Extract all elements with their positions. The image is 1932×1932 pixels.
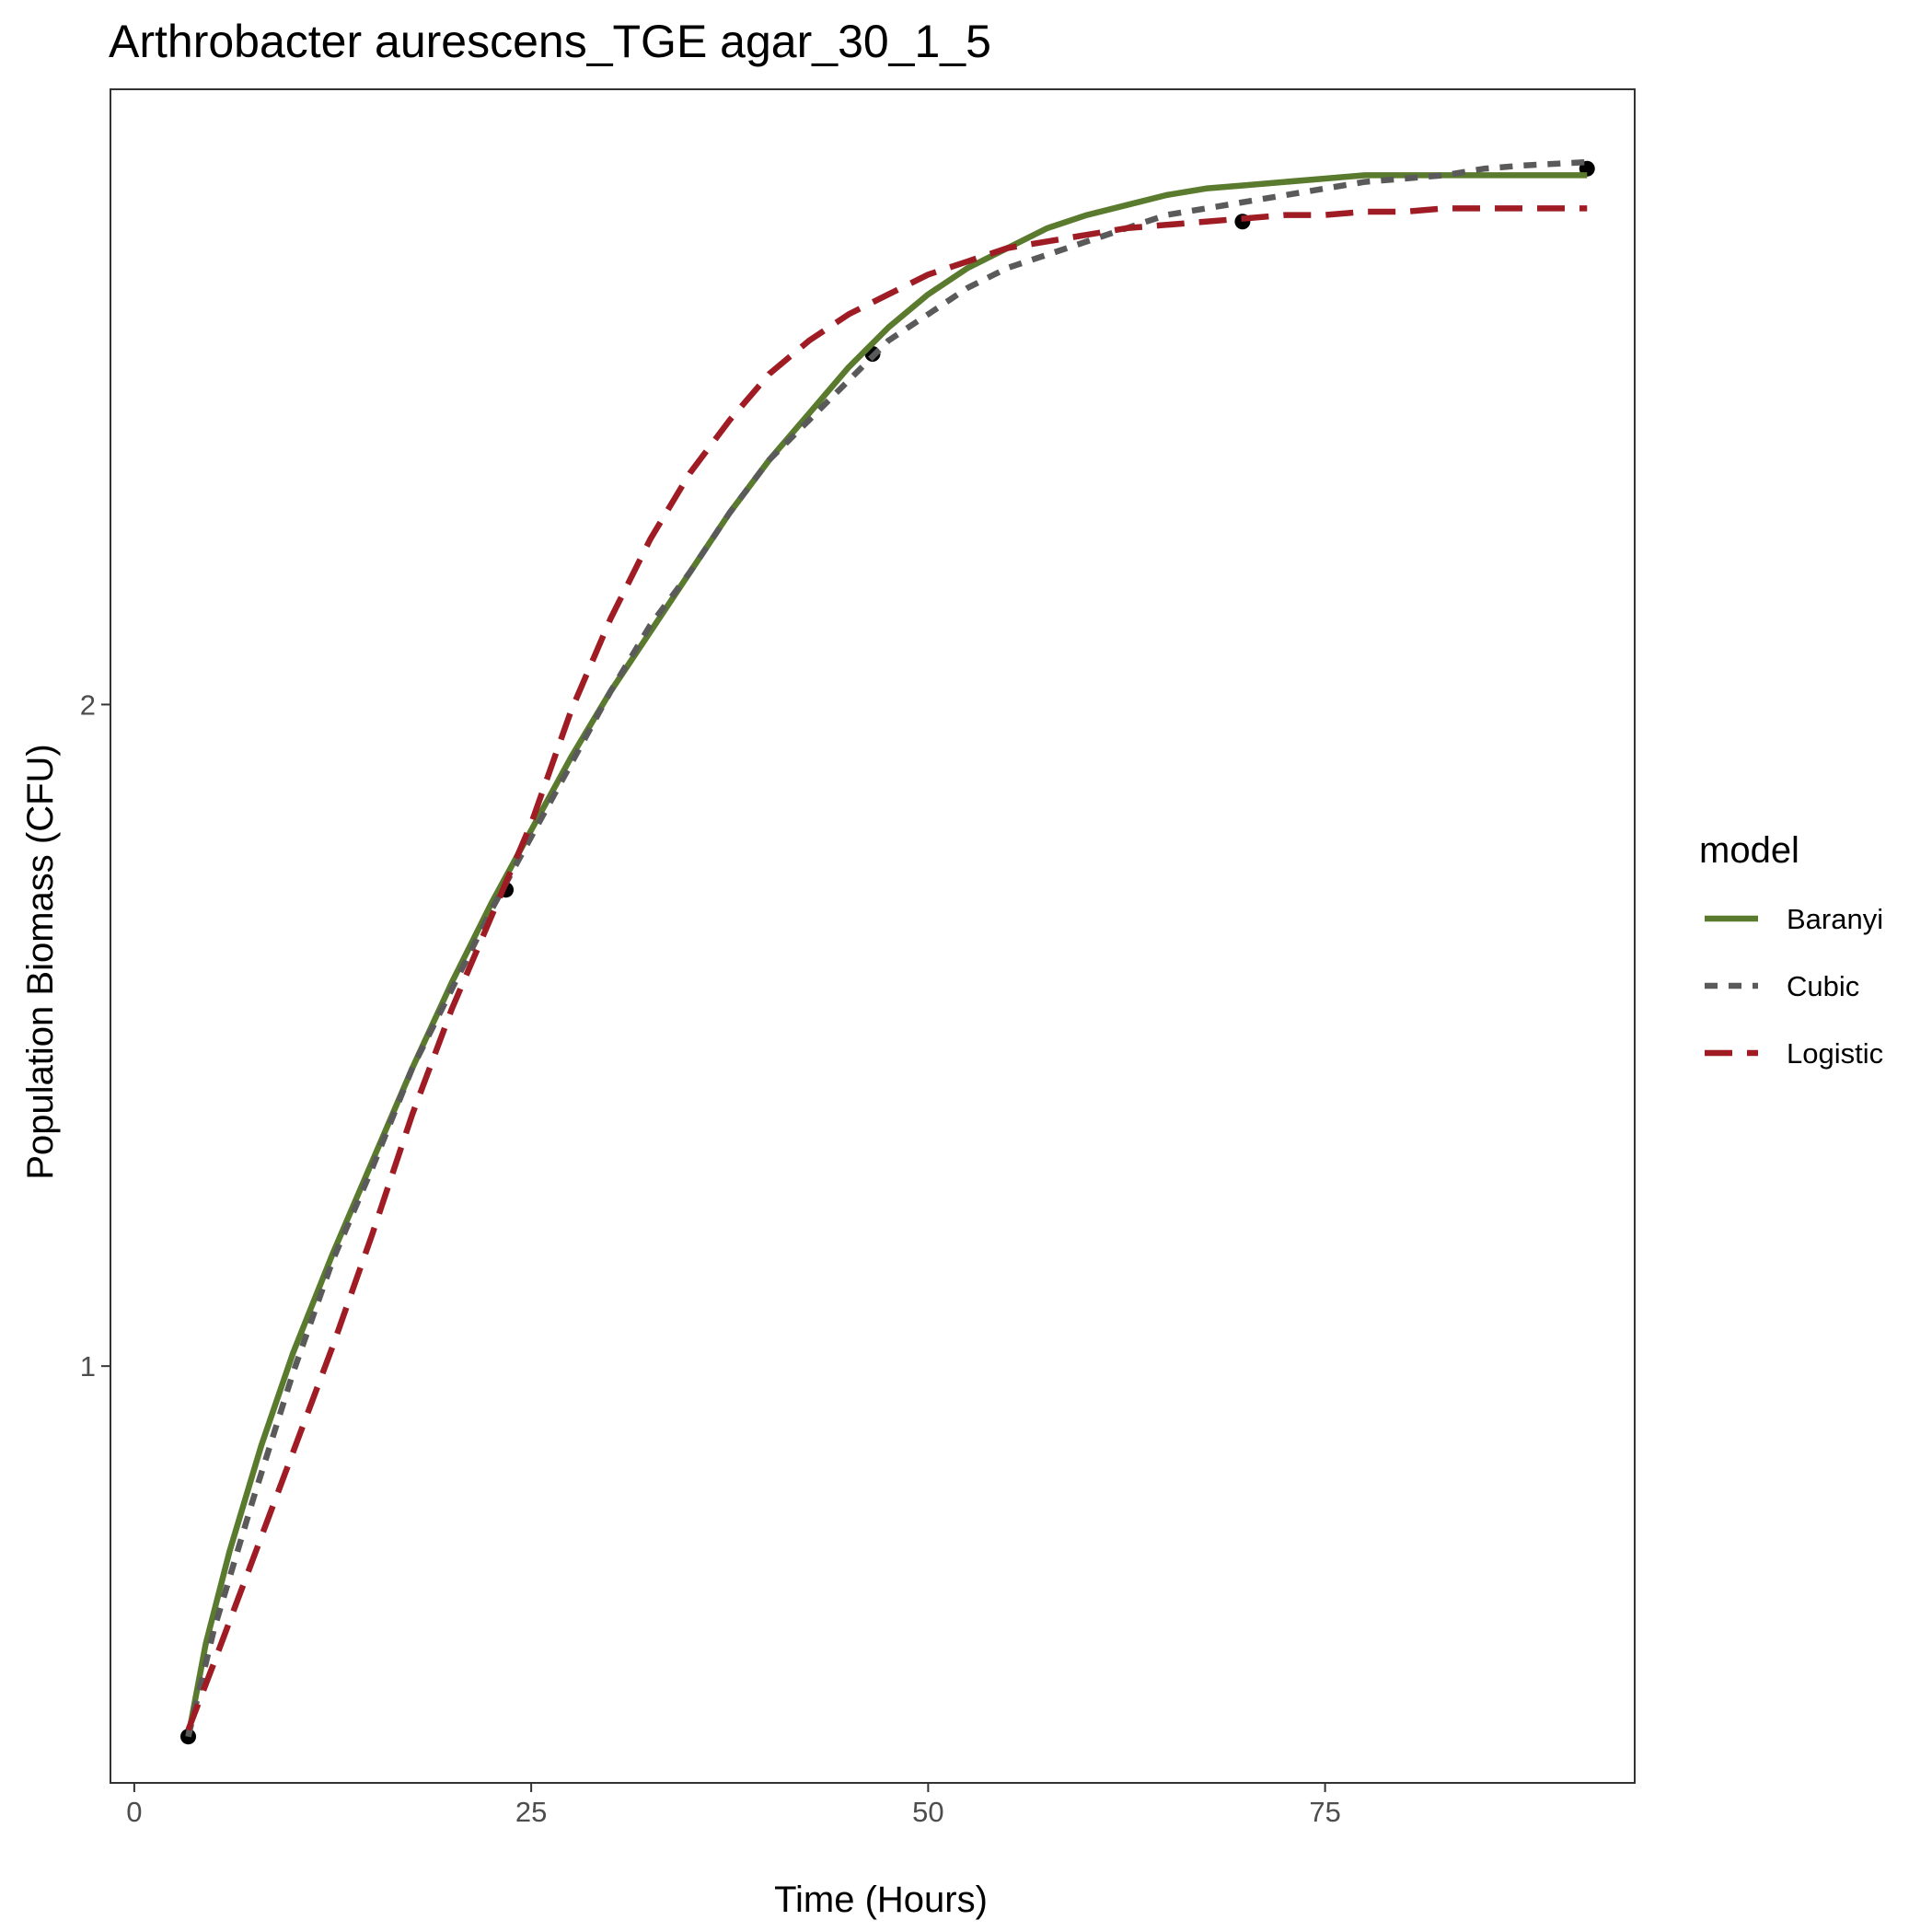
plot-area xyxy=(110,89,1635,1783)
axes: 0 25 50 75 1 2 xyxy=(80,88,1636,1828)
x-tick-label: 25 xyxy=(515,1796,547,1828)
y-tick-label: 1 xyxy=(80,1350,96,1382)
x-axis-title: Time (Hours) xyxy=(774,1880,988,1920)
y-tick-label: 2 xyxy=(80,688,96,721)
plot-border xyxy=(110,88,1636,1784)
legend-label-baranyi: Baranyi xyxy=(1787,903,1883,935)
chart-title: Arthrobacter aurescens_TGE agar_30_1_5 xyxy=(109,16,991,67)
y-axis-title: Population Biomass (CFU) xyxy=(20,744,61,1180)
plot-background xyxy=(110,89,1635,1783)
legend-label-cubic: Cubic xyxy=(1787,970,1859,1002)
x-tick-label: 75 xyxy=(1309,1796,1340,1828)
legend-label-logistic: Logistic xyxy=(1787,1037,1883,1070)
x-tick-label: 0 xyxy=(126,1796,142,1828)
legend-title: model xyxy=(1699,830,1799,871)
x-tick-label: 50 xyxy=(912,1796,943,1828)
series-line-logistic xyxy=(185,205,1588,1731)
legend: model Baranyi Cubic Logistic xyxy=(1699,830,1883,1070)
